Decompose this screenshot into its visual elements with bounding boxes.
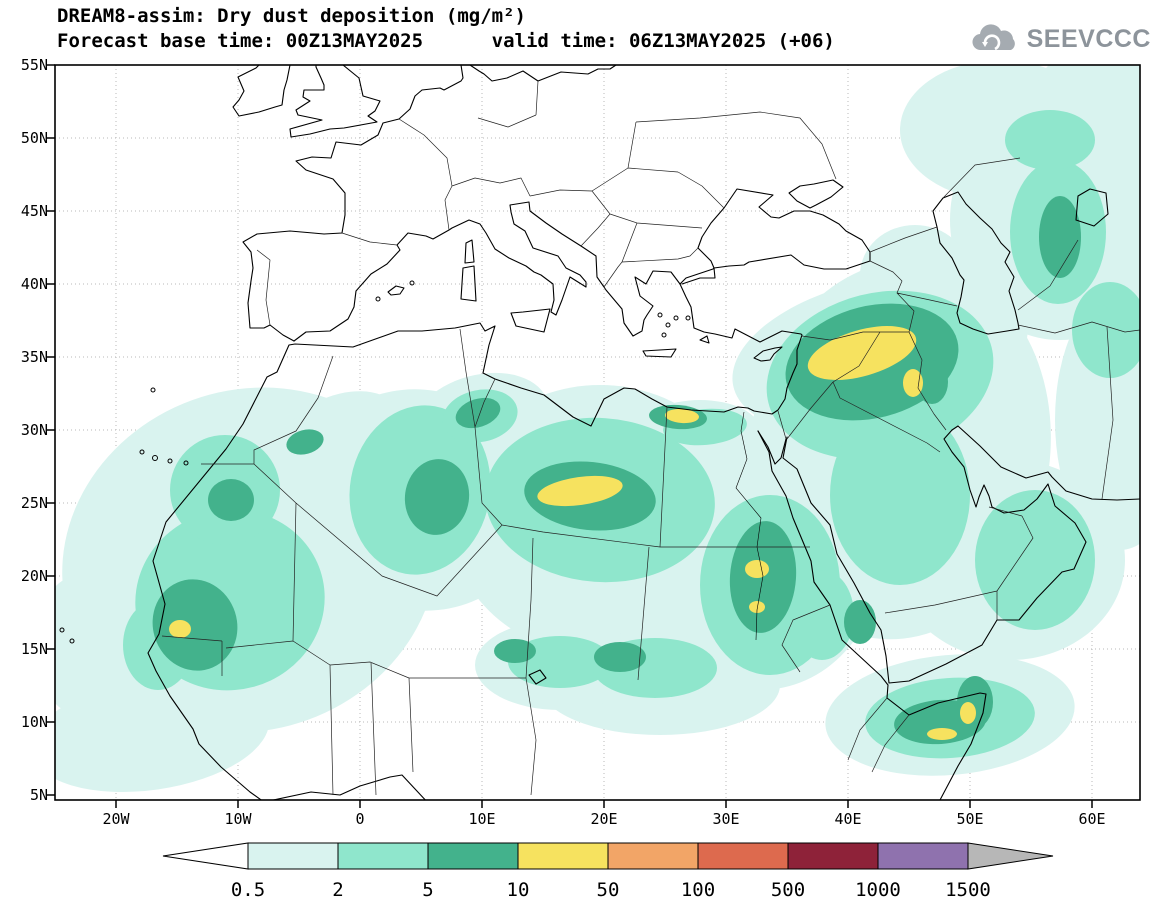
lat-tick-label: 40N xyxy=(21,275,48,293)
colorbar-segment xyxy=(877,842,969,870)
colorbar-label: 10 xyxy=(507,879,530,901)
island-sicily xyxy=(510,308,551,333)
lat-tick-label: 55N xyxy=(21,56,48,74)
lon-tick-label: 40E xyxy=(834,810,861,828)
island-cyprus xyxy=(753,346,783,362)
lon-tick-label: 0 xyxy=(355,810,364,828)
lat-tick-label: 45N xyxy=(21,202,48,220)
latitude-axis: 55N 50N 45N 40N 35N 30N 25N 20N 15N 10N … xyxy=(21,56,48,804)
lat-tick-label: 50N xyxy=(21,129,48,147)
coastline-sinai xyxy=(757,430,787,465)
lat-tick-label: 20N xyxy=(21,567,48,585)
colorbar-segment xyxy=(787,842,879,870)
colorbar-overflow-arrow xyxy=(967,842,1054,870)
axis-tick-marks xyxy=(47,64,1093,808)
lat-tick-label: 15N xyxy=(21,640,48,658)
colorbar-label: 1500 xyxy=(945,879,991,901)
coastline-iran-gulf xyxy=(951,425,1140,501)
coastline-caspian-sea xyxy=(932,191,1020,335)
colorbar-label: 0.5 xyxy=(231,879,265,901)
coastline-marmara xyxy=(681,267,716,285)
lon-tick-label: 10W xyxy=(224,810,252,828)
colorbar-label: 1000 xyxy=(855,879,901,901)
island-sardinia xyxy=(460,265,477,302)
coastline-ireland xyxy=(232,65,291,117)
rivers xyxy=(735,411,764,641)
colorbar-segment xyxy=(247,842,339,870)
lat-tick-label: 30N xyxy=(21,421,48,439)
lat-tick-label: 5N xyxy=(30,786,48,804)
colorbar-underflow-arrow xyxy=(162,842,249,870)
coastline-mediterranean-europe xyxy=(293,201,715,342)
lake-chad xyxy=(528,669,547,685)
small-islands xyxy=(59,280,691,644)
map-frame xyxy=(54,64,1141,801)
lon-tick-label: 20E xyxy=(590,810,617,828)
colorbar-label: 100 xyxy=(681,879,715,901)
seevccc-logo: SEEVCCC xyxy=(968,22,1151,56)
colorbar: 0.5 2 5 10 50 100 500 1000 1500 xyxy=(162,842,1054,901)
colorbar-label: 2 xyxy=(332,879,343,901)
river-nile xyxy=(735,411,764,641)
lat-tick-label: 25N xyxy=(21,494,48,512)
colorbar-labels: 0.5 2 5 10 50 100 500 1000 1500 xyxy=(231,879,991,901)
seevccc-cloud-icon xyxy=(972,24,1015,51)
colorbar-label: 500 xyxy=(771,879,805,901)
chart-title: DREAM8-assim: Dry dust deposition (mg/m²… xyxy=(57,5,526,27)
lon-tick-label: 30E xyxy=(712,810,739,828)
coastline-red-sea-africa-gulf-of-aden xyxy=(757,430,987,800)
lon-tick-label: 50E xyxy=(956,810,983,828)
lat-tick-label: 10N xyxy=(21,713,48,731)
coastline-aral-sea xyxy=(1075,188,1109,227)
colorbar-segment xyxy=(337,842,429,870)
island-corsica xyxy=(464,239,475,264)
seevccc-logo-text: SEEVCCC xyxy=(1026,24,1151,53)
dust-field-level-10 xyxy=(169,326,976,740)
coastline-atlantic-europe xyxy=(242,65,464,342)
island-mallorca xyxy=(387,285,405,296)
island-crete xyxy=(642,348,677,358)
colorbar-segment xyxy=(607,842,699,870)
coastline-sea-of-azov xyxy=(788,179,844,209)
header: DREAM8-assim: Dry dust deposition (mg/m²… xyxy=(57,4,835,54)
dust-deposition-field xyxy=(55,65,1140,792)
island-rhodes xyxy=(699,335,710,344)
colorbar-segment xyxy=(517,842,609,870)
coastline-baltic-denmark xyxy=(469,65,617,82)
chart-subtitle: Forecast base time: 00Z13MAY2025 valid t… xyxy=(57,30,835,52)
lon-tick-label: 60E xyxy=(1078,810,1105,828)
lon-tick-label: 10E xyxy=(468,810,495,828)
lon-tick-label: 20W xyxy=(102,810,130,828)
colorbar-segment xyxy=(427,842,519,870)
country-borders xyxy=(161,80,1140,796)
longitude-axis: 20W 10W 0 10E 20E 30E 40E 50E 60E xyxy=(102,810,1105,828)
coastline-britain xyxy=(289,65,381,138)
colorbar-segment xyxy=(697,842,789,870)
colorbar-label: 50 xyxy=(597,879,620,901)
coastline-arabia xyxy=(782,429,1087,684)
colorbar-label: 5 xyxy=(422,879,433,901)
coastline-black-sea xyxy=(697,188,871,270)
lat-tick-label: 35N xyxy=(21,348,48,366)
